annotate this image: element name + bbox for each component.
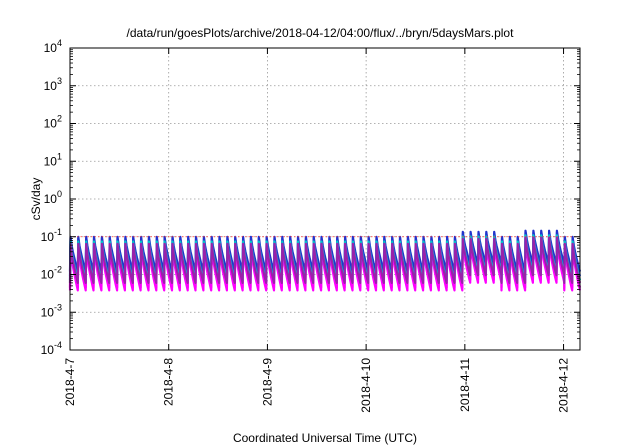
series-line [68, 240, 582, 292]
y-tick-label: 101 [44, 151, 62, 168]
x-tick-label: 2018-4-11 [458, 358, 472, 412]
x-tick-label: 2018-4-7 [63, 358, 77, 406]
chart-title: /data/run/goesPlots/archive/2018-04-12/0… [127, 26, 515, 40]
grid [69, 48, 580, 350]
y-axis-label: cSv/day [29, 178, 43, 221]
y-tick-label: 103 [44, 76, 62, 93]
series-group [68, 229, 582, 292]
y-tick-label: 102 [44, 114, 62, 131]
y-tick-label: 10-2 [41, 265, 62, 282]
x-tick-label: 2018-4-10 [359, 358, 373, 413]
series-line [68, 236, 582, 284]
x-tick-label: 2018-4-9 [260, 358, 274, 406]
y-tick-label: 104 [44, 38, 62, 55]
y-tick-label: 10-4 [41, 340, 62, 357]
y-tick-label: 100 [44, 189, 62, 206]
y-axis: 10-4 10-3 10-2 10-1 100 101 102 103 104 [41, 38, 580, 357]
y-tick-label: 10-1 [41, 227, 62, 244]
y-tick-label: 10-3 [41, 302, 62, 319]
x-axis-label: Coordinated Universal Time (UTC) [233, 431, 417, 445]
x-tick-label: 2018-4-8 [162, 358, 176, 406]
x-tick-label: 2018-4-12 [557, 358, 571, 413]
x-axis: 2018-4-7 2018-4-8 2018-4-9 2018-4-10 2018-4-… [63, 48, 571, 413]
